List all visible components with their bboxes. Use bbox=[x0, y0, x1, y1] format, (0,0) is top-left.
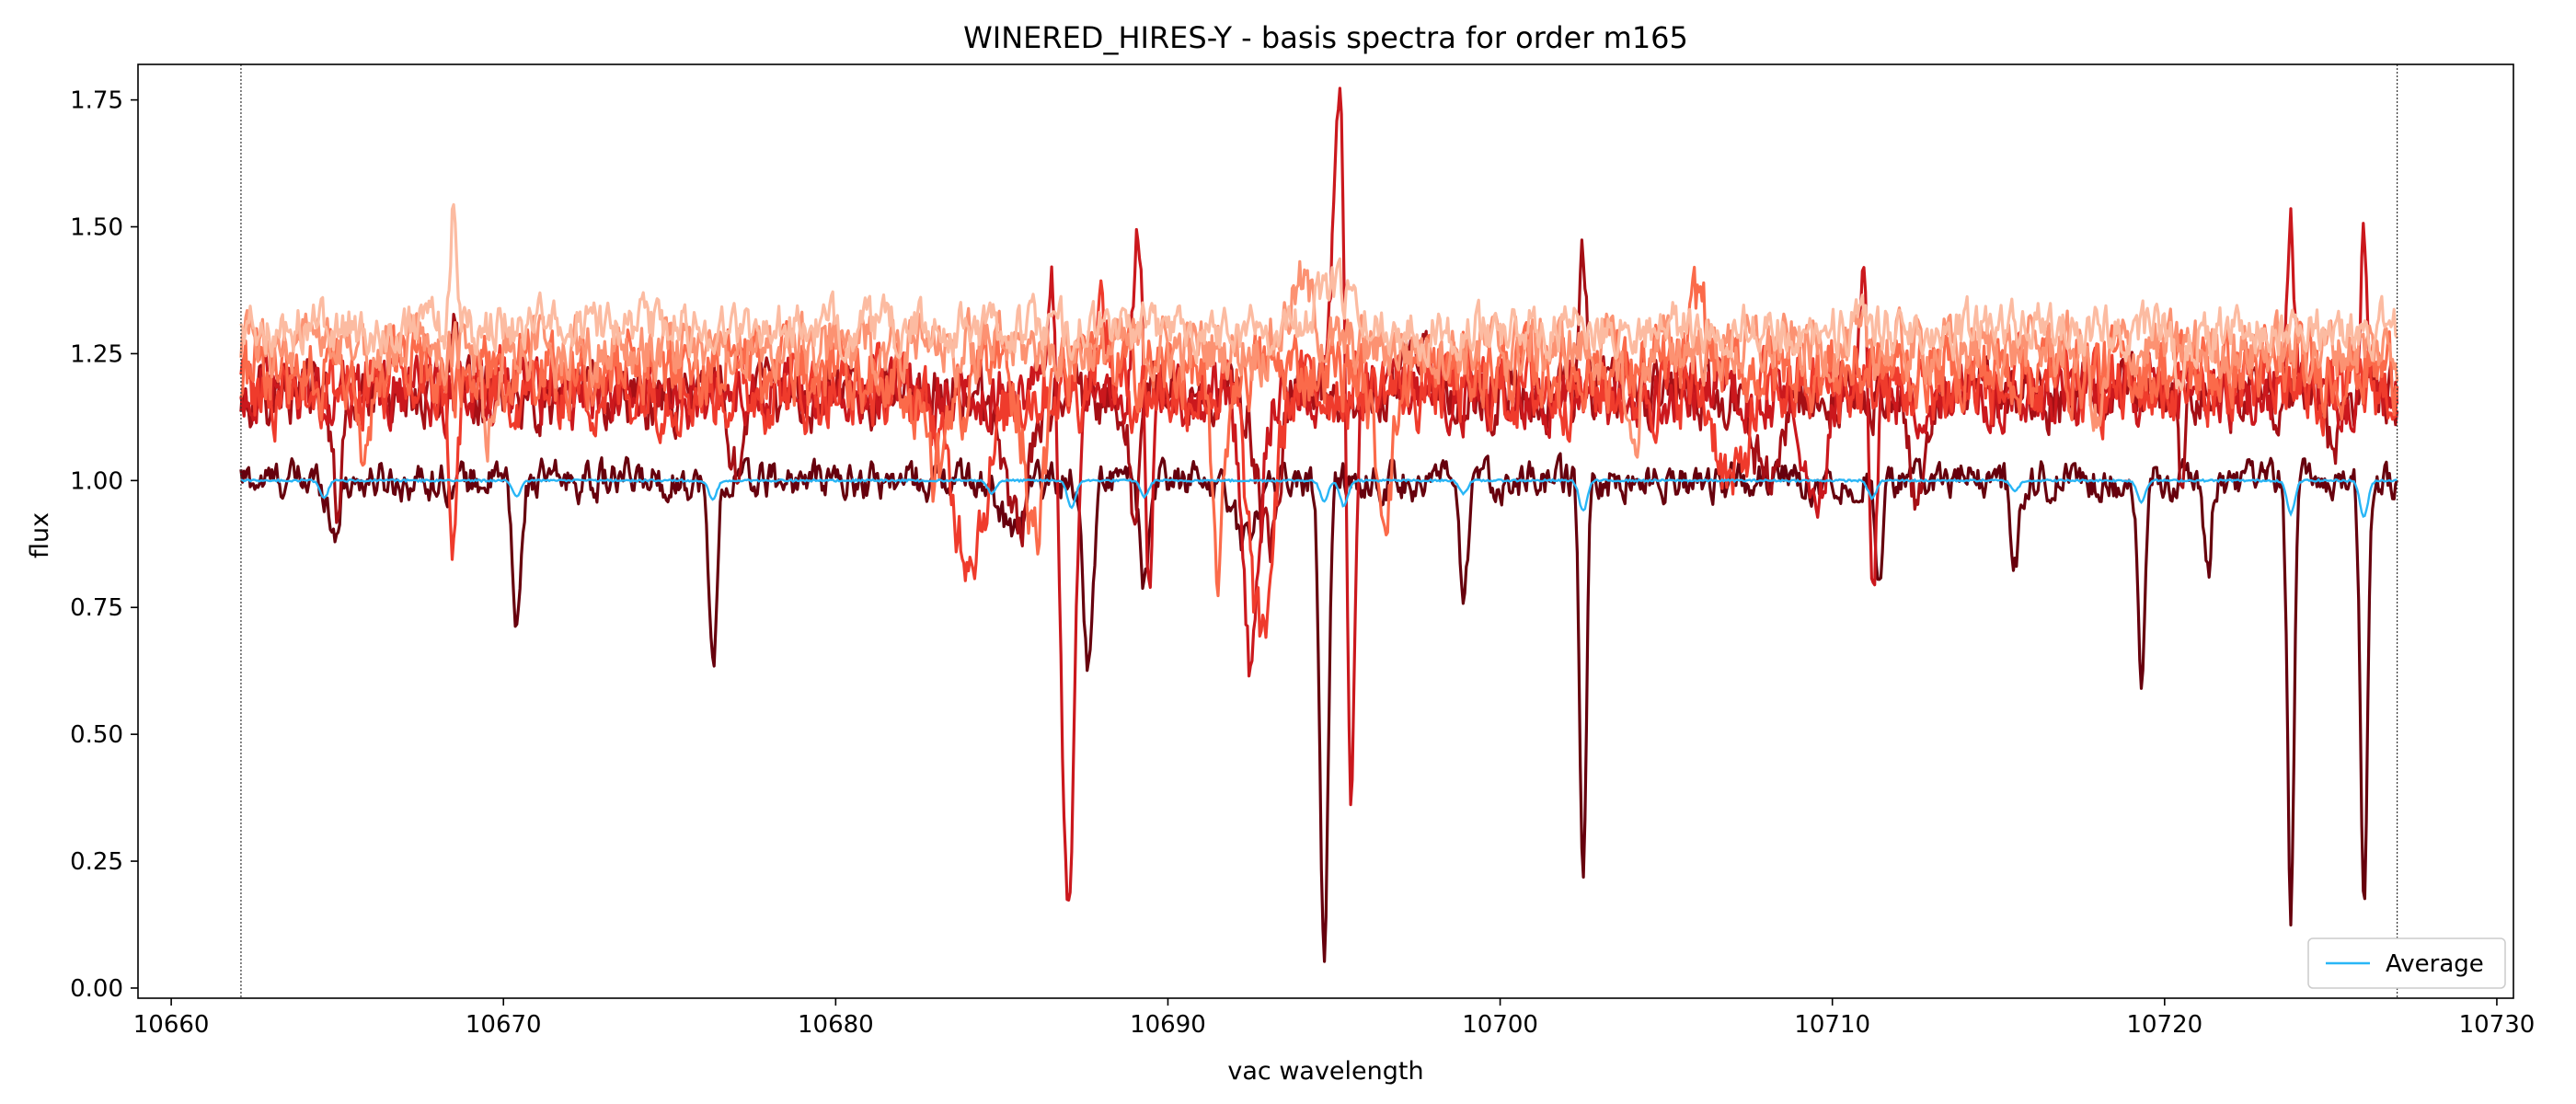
x-tick-label: 10670 bbox=[466, 1011, 542, 1039]
y-tick-label: 1.25 bbox=[70, 340, 123, 368]
basis-spectrum-line-4 bbox=[239, 279, 2399, 639]
x-tick-label: 10720 bbox=[2126, 1011, 2202, 1039]
y-tick-label: 1.00 bbox=[70, 467, 123, 495]
legend-box bbox=[2307, 937, 2506, 989]
basis-spectrum-line-7 bbox=[239, 202, 2399, 392]
y-tick-label: 1.50 bbox=[70, 214, 123, 242]
y-tick-label: 0.25 bbox=[70, 848, 123, 876]
basis-spectrum-line-6 bbox=[239, 259, 2399, 463]
basis-spectrum-line-1 bbox=[239, 452, 2399, 963]
x-tick-label: 10680 bbox=[798, 1011, 874, 1039]
axes: 10660 10670 10680 10690 10700 10710 10720 10730… bbox=[70, 63, 2536, 1039]
basis-spectrum-line-5 bbox=[239, 265, 2399, 598]
x-tick-label: 10730 bbox=[2459, 1011, 2536, 1039]
x-tick-label: 10660 bbox=[133, 1011, 210, 1039]
plot-area bbox=[239, 64, 2399, 998]
chart-title: WINERED_HIRES-Y - basis spectra for orde… bbox=[963, 20, 1688, 55]
legend-average-label: Average bbox=[2386, 950, 2484, 978]
x-tick-label: 10690 bbox=[1130, 1011, 1206, 1039]
y-tick-label: 0.00 bbox=[70, 975, 123, 1003]
x-tick-label: 10710 bbox=[1794, 1011, 1870, 1039]
y-tick-label: 0.75 bbox=[70, 594, 123, 622]
y-tick-label: 1.75 bbox=[70, 87, 123, 115]
y-axis-label: flux bbox=[26, 512, 54, 558]
y-tick-label: 0.50 bbox=[70, 721, 123, 749]
x-tick-label: 10700 bbox=[1462, 1011, 1538, 1039]
plot-frame bbox=[137, 63, 2514, 999]
x-axis-label: vac wavelength bbox=[1227, 1057, 1423, 1086]
average-series-line bbox=[240, 477, 2398, 519]
legend: Average bbox=[2307, 937, 2506, 989]
series-group bbox=[239, 86, 2399, 963]
